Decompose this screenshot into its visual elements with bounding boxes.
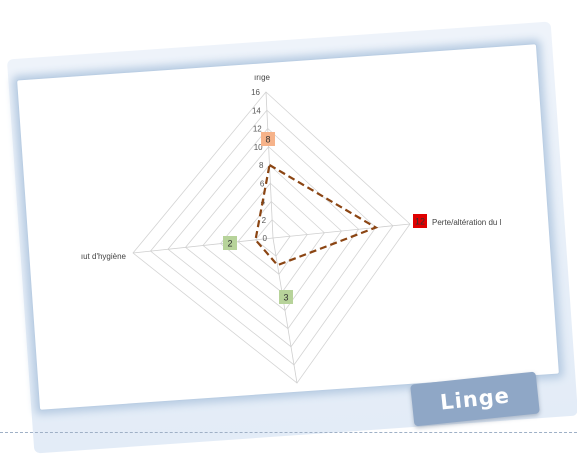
- value-marker-box: [279, 290, 293, 304]
- tick-label: 6: [260, 179, 265, 188]
- tick-label: 8: [259, 161, 264, 170]
- value-markers: 8 12 3 2: [223, 132, 427, 304]
- axis-labels: ırıge Perte/altération du l ıut d'hygiène: [81, 73, 502, 261]
- radar-grid: [132, 91, 411, 384]
- value-marker: 12: [413, 214, 427, 228]
- value-marker-box: [223, 236, 237, 250]
- grid-spoke: [272, 223, 411, 239]
- tick-label: 12: [253, 125, 262, 134]
- value-marker-box: [261, 132, 275, 146]
- value-label: 12: [415, 217, 425, 227]
- tick-label: 16: [251, 88, 260, 97]
- dashed-separator: [0, 432, 577, 433]
- value-label: 8: [265, 135, 270, 145]
- series-line: [254, 163, 379, 267]
- tick-label: 2: [262, 216, 267, 225]
- grid-ring: [167, 127, 377, 348]
- grid-spoke: [272, 237, 298, 384]
- axis-label: Perte/altération du l: [432, 218, 502, 227]
- value-marker-box: [413, 214, 427, 228]
- axis-label: ıut d'hygiène: [81, 252, 127, 261]
- grid-spoke: [132, 237, 274, 254]
- value-marker: 3: [279, 290, 293, 304]
- grid-ring: [184, 146, 360, 330]
- tick-label: 10: [254, 143, 263, 152]
- tick-label: 14: [252, 106, 261, 115]
- value-marker: 8: [261, 132, 275, 146]
- radar-series: [254, 163, 379, 267]
- axis-label: ırıge: [254, 73, 271, 82]
- tick-label: 0: [263, 234, 268, 243]
- value-label: 2: [227, 239, 232, 249]
- grid-ring: [149, 109, 394, 366]
- value-label: 3: [283, 293, 288, 303]
- value-marker: 2: [223, 236, 237, 250]
